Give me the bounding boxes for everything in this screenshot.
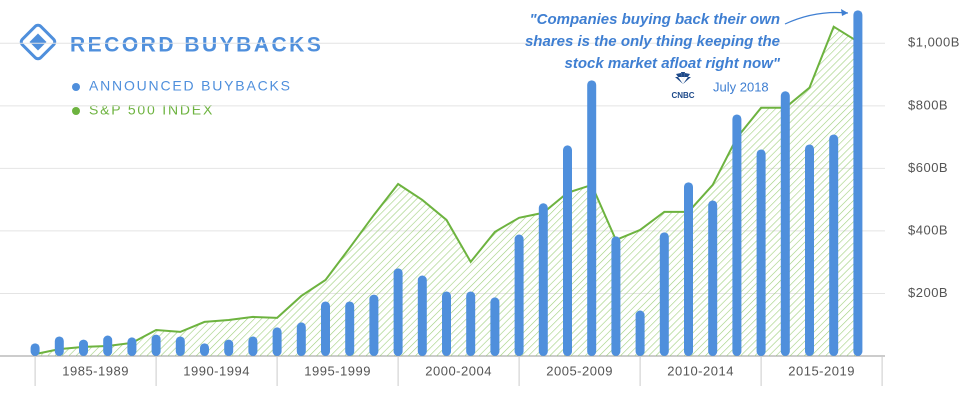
- line-area: [35, 26, 858, 356]
- arrow: [784, 11, 849, 25]
- bar: [563, 145, 572, 356]
- legend-swatch: [72, 107, 80, 115]
- bar: [514, 234, 524, 356]
- grid: $200B $400B $600B $800B $1,000B 1985-1989 1990…: [0, 35, 960, 386]
- bar: [611, 236, 621, 356]
- x-group-label: 1995-1999: [304, 363, 371, 378]
- bar: [684, 182, 693, 356]
- legend: ANNOUNCED BUYBACKS S&P 500 INDEX: [72, 78, 292, 118]
- bar: [732, 114, 742, 356]
- quote-line: stock market afloat right now": [565, 55, 781, 72]
- y-tick-label: $1,000B: [908, 35, 960, 50]
- bar: [756, 149, 766, 356]
- bar: [829, 134, 839, 356]
- x-group-label: 1990-1994: [183, 363, 250, 378]
- bar: [272, 327, 282, 356]
- y-tick-label: $800B: [908, 97, 948, 112]
- bar: [200, 343, 209, 356]
- bar: [805, 144, 814, 356]
- line: [34, 25, 859, 356]
- plot: [30, 10, 863, 357]
- y-tick-label: $400B: [908, 222, 948, 237]
- y-tick-label: $200B: [908, 285, 948, 300]
- bar: [321, 301, 330, 356]
- bar: [369, 294, 379, 356]
- bar: [79, 339, 88, 356]
- legend-swatch: [72, 83, 80, 91]
- bar: [393, 268, 403, 356]
- bar: [635, 310, 645, 356]
- bar: [248, 336, 258, 356]
- chart-title: RECORD BUYBACKS: [70, 34, 323, 57]
- x-group-label: 2005-2009: [546, 363, 613, 378]
- bar: [151, 334, 161, 356]
- bar: [30, 343, 40, 356]
- bar: [417, 275, 427, 356]
- bar: [659, 232, 669, 356]
- bar: [538, 203, 548, 356]
- quote-line: "Companies buying back their own: [530, 11, 780, 28]
- source: CNBC: [671, 91, 694, 100]
- quote-line: shares is the only thing keeping the: [525, 33, 780, 50]
- bar: [224, 339, 234, 356]
- bar: [490, 297, 500, 356]
- x-group-label: 2010-2014: [667, 363, 734, 378]
- date: July 2018: [713, 79, 769, 94]
- bar: [127, 337, 137, 356]
- logo-icon: [19, 23, 57, 61]
- x-group-label: 2015-2019: [788, 363, 855, 378]
- x-group-label: 1985-1989: [62, 363, 129, 378]
- bar: [708, 200, 718, 356]
- bar: [103, 335, 113, 356]
- bar: [853, 10, 863, 357]
- bar: [345, 301, 355, 356]
- bar: [780, 91, 790, 356]
- bar: [587, 80, 597, 357]
- legend-label: S&P 500 INDEX: [89, 102, 214, 118]
- bar: [54, 336, 64, 356]
- cnbc-logo: [675, 72, 691, 84]
- x-group-label: 2000-2004: [425, 363, 492, 378]
- legend-label: ANNOUNCED BUYBACKS: [89, 78, 292, 94]
- bar: [296, 322, 306, 356]
- bar: [175, 336, 185, 356]
- bar: [442, 291, 451, 356]
- annotation: "Companies buying back their own shares …: [525, 9, 849, 100]
- bar: [466, 291, 476, 356]
- arrow-head: [841, 9, 848, 16]
- y-tick-label: $600B: [908, 160, 948, 175]
